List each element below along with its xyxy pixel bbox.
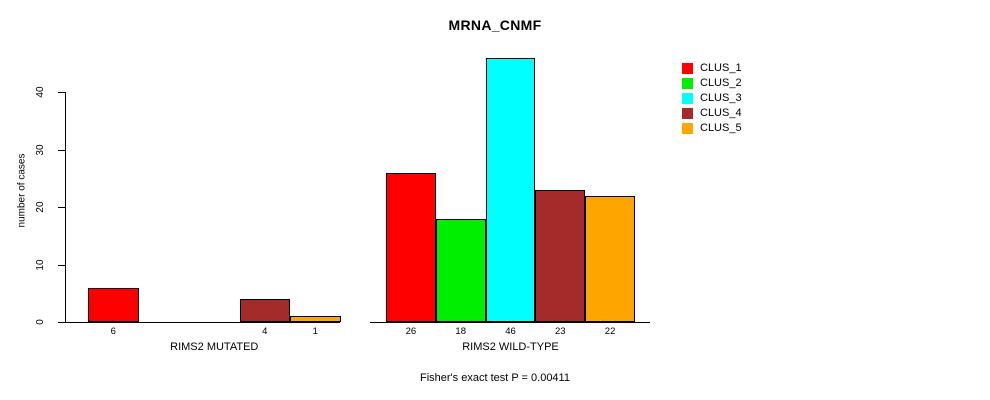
legend-color-swatch-icon	[682, 63, 693, 74]
bar[interactable]	[290, 316, 341, 322]
legend: CLUS_1 CLUS_2 CLUS_3 CLUS_4 CLUS_5	[682, 61, 742, 136]
legend-color-swatch-icon	[682, 93, 693, 104]
y-axis-tick-label: 40	[35, 86, 46, 98]
y-axis-tick-label: 30	[35, 143, 46, 156]
y-axis-tick-label: 0	[35, 319, 46, 325]
bar-value-label: 18	[455, 326, 466, 337]
bar[interactable]	[386, 172, 436, 322]
bar-value-label: 1	[312, 326, 318, 337]
group-label: RIMS2 MUTATED	[170, 341, 259, 353]
y-axis-line	[65, 92, 66, 323]
y-axis-tick-mark	[58, 207, 65, 208]
legend-item-label: CLUS_1	[700, 62, 742, 74]
bar[interactable]	[585, 195, 635, 322]
legend-color-swatch-icon	[682, 108, 693, 119]
legend-item-label: CLUS_3	[700, 92, 742, 104]
bar-value-label: 23	[555, 326, 566, 337]
legend-item-label: CLUS_5	[700, 122, 742, 134]
y-axis-tick-label: 10	[35, 258, 46, 271]
bar[interactable]	[239, 299, 290, 322]
bar-value-label: 22	[604, 326, 616, 337]
legend-item[interactable]: CLUS_1	[682, 61, 742, 76]
legend-item-label: CLUS_2	[700, 77, 742, 89]
bar[interactable]	[88, 287, 139, 322]
legend-color-swatch-icon	[682, 78, 693, 89]
group-label: RIMS2 WILD-TYPE	[462, 341, 559, 353]
statistical-test-annotation: Fisher's exact test P = 0.00411	[420, 372, 570, 384]
y-axis-tick-mark	[58, 92, 65, 93]
legend-color-swatch-icon	[682, 123, 693, 134]
legend-item[interactable]: CLUS_3	[682, 91, 742, 106]
legend-item[interactable]: CLUS_2	[682, 76, 742, 91]
y-axis-tick-mark	[58, 322, 65, 323]
bar[interactable]	[485, 57, 536, 322]
y-axis-tick-label: 20	[35, 201, 46, 213]
y-axis-tick-mark	[58, 149, 65, 151]
bar-value-label: 6	[110, 326, 116, 337]
y-axis-tick-mark	[58, 264, 65, 266]
chart-title: MRNA_CNMF	[448, 17, 542, 33]
x-axis-baseline	[370, 322, 650, 323]
legend-item[interactable]: CLUS_5	[682, 121, 742, 136]
bar-value-label: 46	[505, 326, 516, 337]
bar[interactable]	[535, 189, 586, 322]
bar[interactable]	[435, 218, 486, 322]
bar-value-label: 4	[262, 326, 268, 337]
bar-value-label: 26	[405, 326, 417, 337]
x-axis-baseline	[65, 322, 340, 323]
legend-item[interactable]: CLUS_4	[682, 106, 742, 121]
legend-item-label: CLUS_4	[700, 107, 742, 119]
y-axis-title: number of cases	[16, 153, 28, 228]
